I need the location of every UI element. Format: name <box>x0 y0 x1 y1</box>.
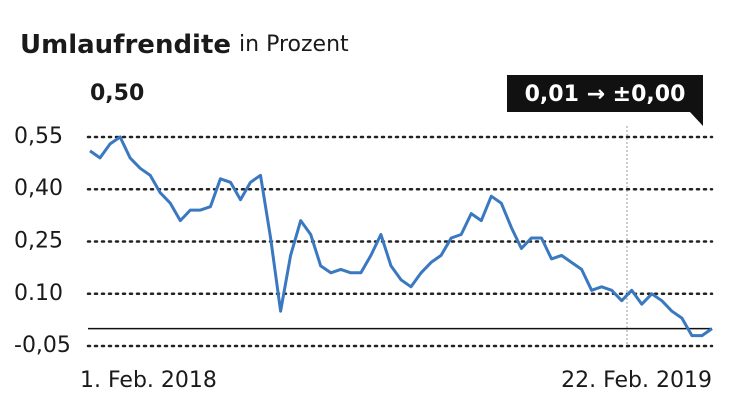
y-tick-label: 0,40 <box>14 176 63 201</box>
y-tick-label: 0.10 <box>14 281 63 306</box>
y-tick-label: 0,25 <box>14 228 63 253</box>
y-tick-label: -0,05 <box>14 333 71 358</box>
title: Umlaufrendite <box>20 30 231 60</box>
annotation: 0,50 <box>90 81 144 106</box>
line <box>89 135 713 338</box>
callout-pointer <box>690 112 703 126</box>
y-tick-label: 0,55 <box>14 124 63 149</box>
x-tick-label: 22. Feb. 2019 <box>561 368 712 393</box>
callout-box <box>507 75 703 112</box>
x-tick-label: 1. Feb. 2018 <box>80 368 217 393</box>
callout-text: 0,01 → ±0,00 <box>525 82 686 107</box>
chart-title: Umlaufrendite in Prozent <box>20 30 349 60</box>
subtitle: in Prozent <box>239 32 349 57</box>
